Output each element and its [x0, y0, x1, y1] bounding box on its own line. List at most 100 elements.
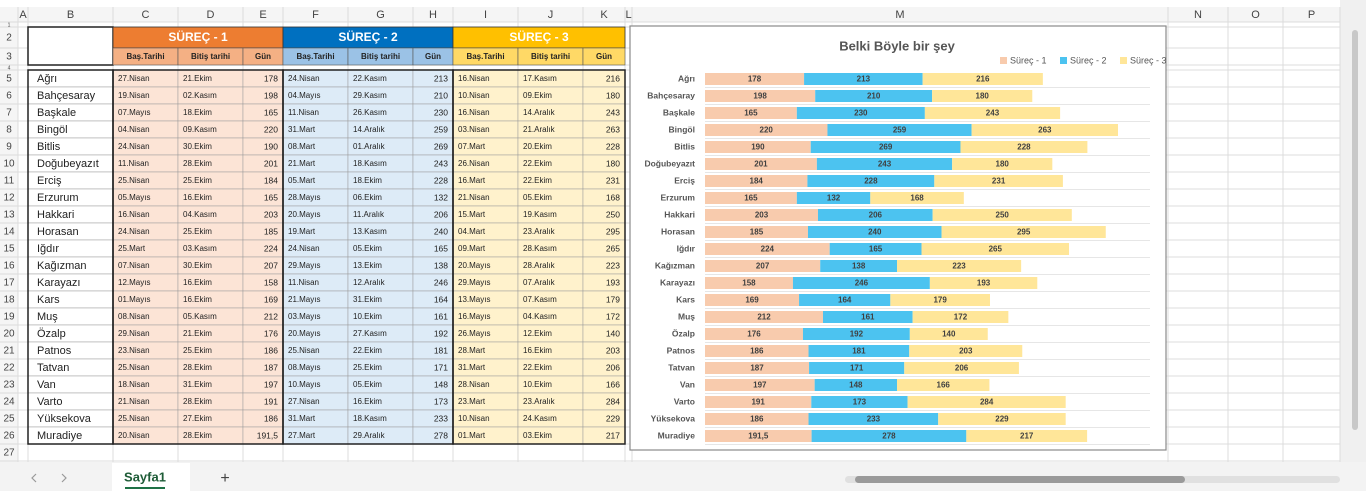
data-label: 207 — [756, 262, 770, 271]
day-count: 223 — [606, 260, 620, 270]
sheet-tab[interactable]: Sayfa1 — [124, 469, 166, 484]
data-label: 243 — [878, 160, 892, 169]
date-cell: 27.Mart — [288, 431, 316, 440]
data-label: 223 — [952, 262, 966, 271]
date-cell: 11.Nisan — [118, 159, 149, 168]
row-header: 7 — [6, 108, 12, 119]
bar-segment — [932, 209, 1072, 221]
day-count: 278 — [434, 430, 448, 440]
day-count: 191,5 — [257, 430, 279, 440]
table-border — [452, 69, 626, 445]
city-name: Kars — [37, 294, 60, 306]
data-label: 179 — [933, 296, 947, 305]
row-header: 5 — [6, 74, 12, 85]
h-scroll-thumb[interactable] — [855, 476, 1185, 483]
day-count: 178 — [264, 73, 278, 83]
bar-segment — [907, 396, 1066, 408]
day-count: 233 — [434, 413, 448, 423]
nav-next[interactable] — [61, 473, 67, 483]
data-label: 193 — [977, 279, 991, 288]
day-count: 217 — [606, 430, 620, 440]
category-label: Özalp — [672, 328, 695, 338]
date-cell: 18.Kasım — [353, 159, 387, 168]
date-cell: 19.Mart — [288, 227, 316, 236]
row-header: 2 — [6, 33, 12, 44]
bar-segment — [932, 90, 1033, 102]
data-label: 191 — [751, 398, 765, 407]
day-count: 259 — [434, 124, 448, 134]
day-count: 243 — [606, 107, 620, 117]
date-cell: 16.Ekim — [353, 397, 382, 406]
city-name: Ağrı — [37, 73, 57, 85]
category-label: Patnos — [667, 345, 696, 355]
category-label: Muş — [678, 311, 695, 321]
sheet-tab-bg[interactable] — [112, 463, 190, 491]
bar-segment — [705, 260, 821, 272]
day-count: 229 — [606, 413, 620, 423]
date-cell: 08.Nisan — [118, 312, 150, 321]
data-label: 181 — [852, 347, 866, 356]
column-header: P — [1308, 9, 1315, 21]
category-label: Hakkari — [664, 209, 695, 219]
date-cell: 26.Kasım — [353, 108, 387, 117]
data-label: 169 — [745, 296, 759, 305]
subheader: Gün — [596, 52, 612, 61]
bar-segment — [705, 192, 797, 204]
bar-segment — [792, 277, 930, 289]
chart-title: Belki Böyle bir şey — [839, 38, 955, 53]
date-cell: 21.Mayıs — [288, 295, 320, 304]
day-count: 216 — [606, 73, 620, 83]
category-label: Bingöl — [669, 124, 695, 134]
day-count: 231 — [606, 175, 620, 185]
row-header: 12 — [3, 193, 15, 204]
date-cell: 28.Ekim — [183, 363, 212, 372]
date-cell: 25.Nisan — [118, 414, 150, 423]
date-cell: 24.Nisan — [118, 142, 150, 151]
bar-segment — [922, 73, 1043, 85]
bar-segment — [921, 243, 1070, 255]
row-header: 11 — [4, 176, 15, 187]
day-count: 172 — [606, 311, 620, 321]
column-header: L — [625, 9, 631, 21]
date-cell: 21.Nisan — [118, 397, 150, 406]
row-header: 18 — [3, 295, 15, 306]
day-count: 207 — [264, 260, 278, 270]
legend-swatch — [1000, 57, 1007, 64]
bar-segment — [705, 158, 817, 170]
bar-segment — [897, 260, 1022, 272]
bar-segment — [924, 107, 1061, 119]
nav-prev[interactable] — [31, 473, 37, 483]
city-name: Kağızman — [37, 260, 87, 272]
group-title: SÜREÇ - 3 — [509, 29, 569, 44]
column-header: H — [429, 9, 437, 21]
data-label: 178 — [748, 75, 762, 84]
subheader: Baş.Tarihi — [296, 52, 334, 61]
subheader: Bitiş tarihi — [191, 52, 230, 61]
add-sheet[interactable]: + — [220, 470, 229, 487]
data-label: 228 — [1017, 143, 1031, 152]
data-label: 263 — [1038, 126, 1052, 135]
date-cell: 20.Mayıs — [288, 329, 320, 338]
scroll-thumb — [1352, 30, 1358, 430]
date-cell: 21.Ekim — [183, 329, 212, 338]
date-cell: 25.Ekim — [183, 346, 212, 355]
day-count: 132 — [434, 192, 448, 202]
day-count: 180 — [606, 90, 620, 100]
day-count: 158 — [264, 277, 278, 287]
bar-segment — [705, 107, 797, 119]
category-label: Van — [680, 379, 695, 389]
date-cell: 19.Kasım — [523, 210, 557, 219]
data-label: 168 — [910, 194, 924, 203]
city-name: Erzurum — [37, 192, 79, 204]
bar-segment — [966, 430, 1088, 442]
date-cell: 08.Mart — [288, 142, 316, 151]
bar-segment — [971, 124, 1118, 136]
bar-segment — [820, 260, 898, 272]
data-label: 192 — [850, 330, 864, 339]
date-cell: 28.Mart — [458, 346, 486, 355]
date-cell: 29.Nisan — [118, 329, 150, 338]
data-label: 180 — [976, 92, 990, 101]
day-count: 212 — [264, 311, 278, 321]
row-header: 10 — [3, 159, 15, 170]
data-label: 191,5 — [748, 432, 769, 441]
